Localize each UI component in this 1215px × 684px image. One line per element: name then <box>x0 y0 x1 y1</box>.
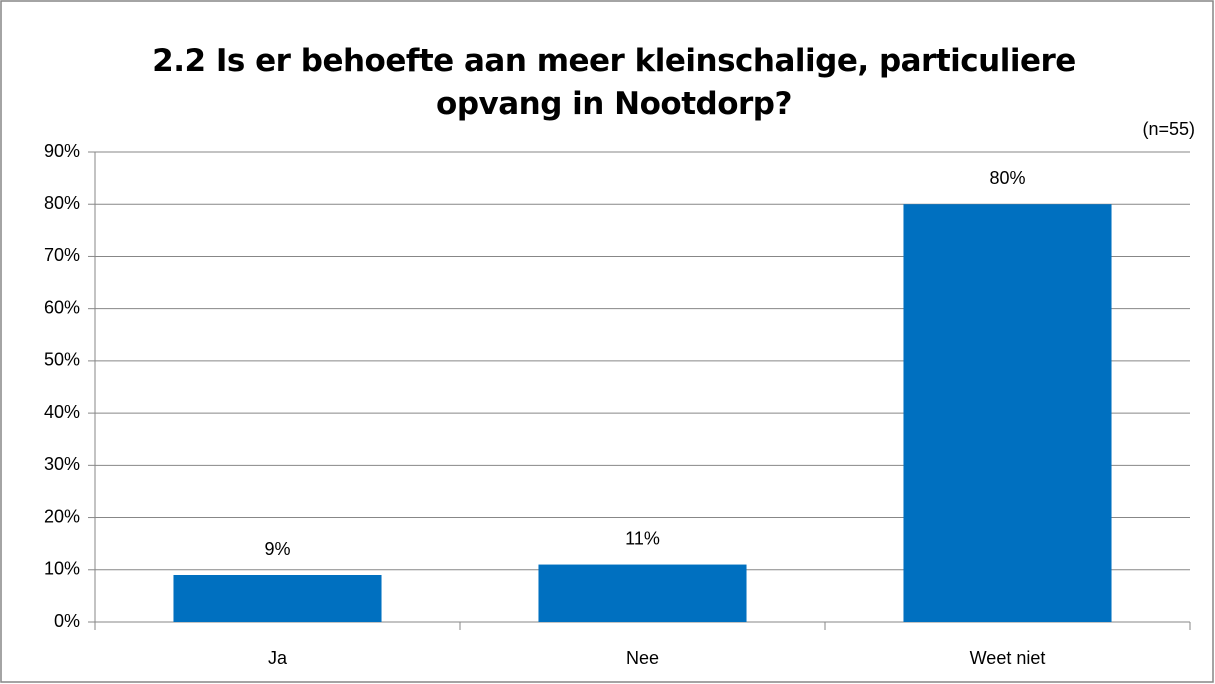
chart-title: 2.2 Is er behoefte aan meer kleinschalig… <box>152 43 1076 122</box>
x-tick-label: Weet niet <box>970 648 1046 668</box>
annotation: (n=55) <box>1142 119 1195 139</box>
y-tick-label: 60% <box>44 297 80 317</box>
y-tick-label: 90% <box>44 141 80 161</box>
bar <box>538 564 747 622</box>
y-tick-label: 0% <box>54 611 80 631</box>
y-tick-label: 80% <box>44 193 80 213</box>
bar <box>173 575 382 622</box>
value-label: 80% <box>989 168 1025 188</box>
y-tick-label: 10% <box>44 559 80 579</box>
y-tick-label: 70% <box>44 245 80 265</box>
value-label: 9% <box>264 539 290 559</box>
y-tick-label: 50% <box>44 350 80 370</box>
y-tick-label: 20% <box>44 506 80 526</box>
value-label: 11% <box>625 528 660 548</box>
x-tick-label: Nee <box>626 648 659 668</box>
x-tick-label: Ja <box>268 648 288 668</box>
y-tick-label: 30% <box>44 454 80 474</box>
y-tick-label: 40% <box>44 402 80 422</box>
bar <box>903 204 1112 622</box>
